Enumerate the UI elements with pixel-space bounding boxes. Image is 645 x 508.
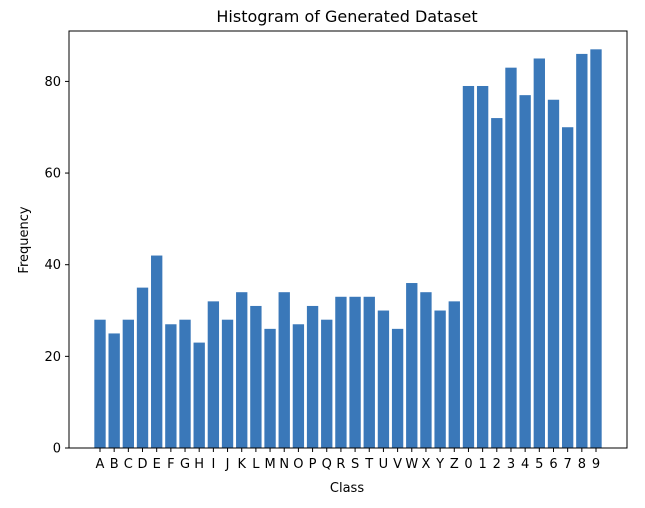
x-tick-label-F: F xyxy=(167,457,174,472)
x-tick-label-W: W xyxy=(405,457,418,472)
x-tick-label-Y: Y xyxy=(435,457,444,472)
x-tick-label-U: U xyxy=(379,457,389,472)
x-tick-label-3: 3 xyxy=(507,457,515,472)
x-tick-label-I: I xyxy=(211,457,215,472)
y-tick-label-80: 80 xyxy=(44,75,61,90)
x-tick-label-O: O xyxy=(293,457,303,472)
x-tick-label-P: P xyxy=(309,457,317,472)
x-tick-label-X: X xyxy=(421,457,430,472)
bar-I xyxy=(207,301,220,448)
bar-7 xyxy=(561,127,574,448)
bar-9 xyxy=(590,49,602,448)
x-tick-label-9: 9 xyxy=(592,457,600,472)
bar-C xyxy=(122,319,135,448)
bar-Z xyxy=(448,301,460,448)
bar-J xyxy=(221,319,234,448)
bar-S xyxy=(349,296,361,448)
x-tick-label-S: S xyxy=(351,457,359,472)
y-tick-label-40: 40 xyxy=(44,258,61,273)
bar-L xyxy=(250,305,262,448)
x-tick-label-8: 8 xyxy=(578,457,586,472)
x-tick-label-7: 7 xyxy=(564,457,572,472)
x-tick-label-D: D xyxy=(138,457,148,472)
bar-D xyxy=(136,287,149,448)
plot-frame xyxy=(68,30,628,449)
chart-title: Histogram of Generated Dataset xyxy=(216,7,477,26)
x-tick-label-1: 1 xyxy=(478,457,486,472)
x-tick-label-B: B xyxy=(110,457,119,472)
x-tick-label-4: 4 xyxy=(521,457,529,472)
bar-B xyxy=(108,333,120,448)
bar-5 xyxy=(533,58,545,449)
bar-Q xyxy=(321,319,333,448)
bar-P xyxy=(306,305,319,448)
x-tick-label-G: G xyxy=(180,457,190,472)
x-tick-label-R: R xyxy=(336,457,345,472)
x-tick-label-K: K xyxy=(237,457,246,472)
bar-A xyxy=(94,319,106,448)
bar-O xyxy=(292,324,305,448)
bar-3 xyxy=(505,67,517,448)
bar-G xyxy=(179,319,191,448)
bar-Y xyxy=(434,310,446,448)
bar-M xyxy=(264,328,276,448)
x-tick-label-L: L xyxy=(252,457,260,472)
bar-F xyxy=(165,324,177,448)
bar-V xyxy=(391,328,404,448)
bar-T xyxy=(363,296,375,448)
x-tick-label-M: M xyxy=(264,457,275,472)
y-axis-label: Frequency xyxy=(17,206,32,273)
x-tick-label-E: E xyxy=(153,457,161,472)
bar-R xyxy=(335,296,347,448)
bar-U xyxy=(377,310,390,448)
y-tick-label-0: 0 xyxy=(53,442,61,457)
x-tick-label-Q: Q xyxy=(322,457,332,472)
x-tick-label-H: H xyxy=(194,457,204,472)
bar-1 xyxy=(476,85,489,449)
y-tick-label-20: 20 xyxy=(44,350,61,365)
x-tick-label-C: C xyxy=(124,457,133,472)
bar-4 xyxy=(519,95,531,449)
bars-group xyxy=(94,49,602,449)
x-tick-label-Z: Z xyxy=(450,457,459,472)
x-tick-label-0: 0 xyxy=(464,457,472,472)
bar-N xyxy=(278,292,290,448)
bar-X xyxy=(420,292,432,448)
x-tick-label-J: J xyxy=(225,457,230,472)
bar-6 xyxy=(547,99,560,449)
x-tick-label-A: A xyxy=(96,457,105,472)
bar-K xyxy=(236,292,248,448)
bar-8 xyxy=(576,53,588,448)
bar-0 xyxy=(462,85,475,449)
x-tick-label-N: N xyxy=(279,457,289,472)
x-tick-label-V: V xyxy=(393,457,402,472)
x-tick-label-2: 2 xyxy=(493,457,501,472)
bar-W xyxy=(406,283,418,448)
bar-2 xyxy=(491,118,503,448)
x-tick-label-T: T xyxy=(364,457,373,472)
y-tick-label-60: 60 xyxy=(44,167,61,182)
x-tick-label-6: 6 xyxy=(549,457,557,472)
bar-E xyxy=(151,255,163,448)
bar-H xyxy=(193,342,205,448)
x-tick-label-5: 5 xyxy=(535,457,543,472)
y-axis: 0 20 40 60 80 xyxy=(44,75,69,457)
x-axis-label: Class xyxy=(330,481,364,496)
